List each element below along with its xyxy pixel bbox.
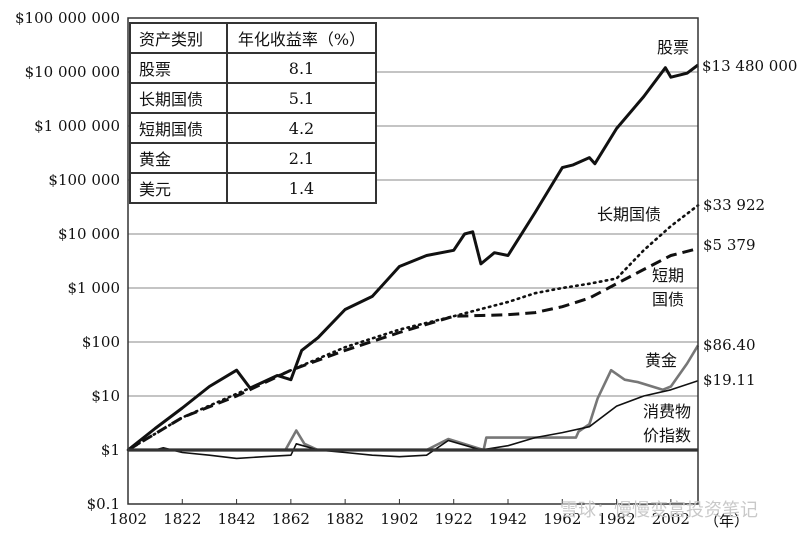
x-tick-label: 1922 xyxy=(435,510,473,528)
y-tick-label: $10 xyxy=(91,387,120,405)
x-tick-label: 1822 xyxy=(163,510,201,528)
table-row: 股票 8.1 xyxy=(129,52,377,84)
series-gold-line xyxy=(128,344,700,452)
y-tick-label: $1 000 xyxy=(68,279,121,297)
plot-frame xyxy=(127,17,699,505)
y-tick-label: $0.1 xyxy=(87,495,120,513)
table-header-row: 资产类别 年化收益率（%） xyxy=(129,22,377,54)
table-cell-asset: 短期国债 xyxy=(129,112,228,144)
label-long-bond: 长期国债 xyxy=(597,205,661,224)
x-tick-label: 1982 xyxy=(597,510,635,528)
label-cpi-line2: 价指数 xyxy=(643,426,691,445)
y-tick-label: $10 000 000 xyxy=(25,63,120,81)
x-tick-label: 1842 xyxy=(217,510,255,528)
table-row: 短期国债 4.2 xyxy=(129,112,377,144)
table-row: 黄金 2.1 xyxy=(129,142,377,174)
x-tick-label: 1902 xyxy=(380,510,418,528)
y-tick-label: $100 000 000 xyxy=(15,9,120,27)
table-cell-asset: 美元 xyxy=(129,172,228,204)
x-tick-label: 1862 xyxy=(272,510,310,528)
x-tick-label: 1882 xyxy=(326,510,364,528)
y-tick-label: $1 xyxy=(101,441,120,459)
x-axis-tick-labels: 1802 1822 1842 1862 1882 1902 1922 1942 1962 1982… xyxy=(109,499,690,528)
y-tick-label: $100 xyxy=(82,333,120,351)
data-series xyxy=(126,63,700,460)
table-cell-asset: 股票 xyxy=(129,52,228,84)
table-cell-asset: 黄金 xyxy=(129,142,228,174)
x-axis-unit-label: （年） xyxy=(704,512,749,530)
returns-table: 资产类别 年化收益率（%） 股票 8.1 长期国债 5.1 短期国债 4.2 黄… xyxy=(129,22,377,204)
label-short-bill-line2: 国债 xyxy=(652,290,684,309)
table-cell-asset: 长期国债 xyxy=(129,82,228,114)
end-label-long-bond: $33 922 xyxy=(703,196,765,214)
x-tick-label: 1802 xyxy=(109,510,147,528)
end-label-gold: $86.40 xyxy=(703,336,756,354)
table-cell-return: 5.1 xyxy=(226,82,377,114)
table-header-asset: 资产类别 xyxy=(129,22,228,54)
y-axis-tick-labels: $100 000 000 $10 000 000 $1 000 000 $100 00… xyxy=(15,9,120,513)
table-header-return: 年化收益率（%） xyxy=(226,22,377,54)
end-label-cpi: $19.11 xyxy=(703,371,756,389)
table-cell-return: 2.1 xyxy=(226,142,377,174)
label-short-bill-line1: 短期 xyxy=(652,266,684,285)
table-cell-return: 1.4 xyxy=(226,172,377,204)
series-cpi-line xyxy=(128,380,699,460)
series-short-bill-line xyxy=(127,247,699,452)
series-long-bond-line xyxy=(126,204,700,452)
x-tick-label: 2002 xyxy=(652,510,690,528)
label-gold: 黄金 xyxy=(645,351,677,370)
label-cpi-line1: 消费物 xyxy=(643,402,691,421)
x-tick-label: 1962 xyxy=(543,510,581,528)
table-row: 长期国债 5.1 xyxy=(129,82,377,114)
x-tick-label: 1942 xyxy=(489,510,527,528)
table-row: 美元 1.4 xyxy=(129,172,377,204)
y-tick-label: $10 000 xyxy=(58,225,120,243)
table-cell-return: 8.1 xyxy=(226,52,377,84)
end-label-stock: $13 480 000 xyxy=(702,57,797,75)
label-stock: 股票 xyxy=(657,38,689,57)
table-cell-return: 4.2 xyxy=(226,112,377,144)
y-tick-label: $100 000 xyxy=(48,171,120,189)
end-label-short-bill: $5 379 xyxy=(703,236,756,254)
y-tick-label: $1 000 000 xyxy=(34,117,120,135)
watermark: 雪球：慢慢变富投资笔记 xyxy=(560,500,758,521)
